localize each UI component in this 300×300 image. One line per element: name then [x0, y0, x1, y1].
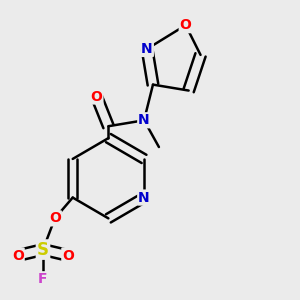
Text: O: O: [180, 18, 192, 32]
Text: O: O: [49, 212, 61, 225]
Text: O: O: [62, 248, 74, 262]
Text: N: N: [141, 42, 153, 56]
Text: N: N: [138, 113, 150, 127]
Text: F: F: [38, 272, 48, 286]
Text: O: O: [12, 248, 24, 262]
Text: O: O: [91, 89, 102, 103]
Text: S: S: [37, 241, 49, 259]
Text: N: N: [138, 190, 150, 205]
